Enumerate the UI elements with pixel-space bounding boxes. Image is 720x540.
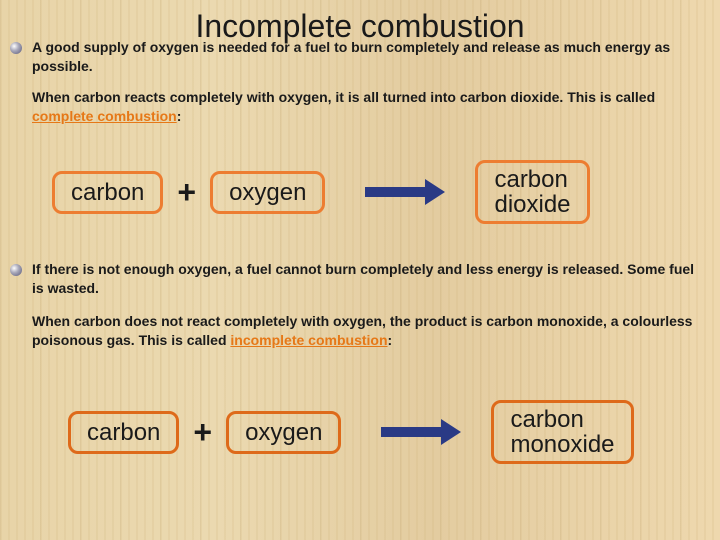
para4-b: : — [388, 332, 393, 348]
paragraph-1: A good supply of oxygen is needed for a … — [32, 38, 700, 76]
para2-b: : — [177, 108, 182, 124]
eq1-reactant2-box: oxygen — [210, 171, 325, 214]
eq2-product-box: carbon monoxide — [491, 400, 633, 464]
bullet-icon — [10, 264, 22, 276]
para4-highlight: incomplete combustion — [230, 332, 387, 348]
eq1-product-l2: dioxide — [494, 192, 570, 217]
eq2-product-l1: carbon — [510, 407, 583, 432]
equation-complete: carbon + oxygen carbon dioxide — [52, 160, 590, 224]
eq2-reactant1-box: carbon — [68, 411, 179, 454]
eq2-reactant1: carbon — [87, 420, 160, 445]
bullet-icon — [10, 42, 22, 54]
para1-text: A good supply of oxygen is needed for a … — [32, 38, 700, 76]
eq1-product-l1: carbon — [494, 167, 567, 192]
para2-text: When carbon reacts completely with oxyge… — [32, 88, 700, 126]
para4-text: When carbon does not react completely wi… — [32, 312, 700, 350]
eq2-product-l2: monoxide — [510, 432, 614, 457]
eq1-reactant1: carbon — [71, 180, 144, 205]
eq1-reactant1-box: carbon — [52, 171, 163, 214]
plus-icon: + — [173, 174, 200, 211]
para2-a: When carbon reacts completely with oxyge… — [32, 89, 655, 105]
arrow-icon — [365, 179, 445, 205]
eq1-product-box: carbon dioxide — [475, 160, 589, 224]
paragraph-3: If there is not enough oxygen, a fuel ca… — [32, 260, 700, 298]
para2-highlight: complete combustion — [32, 108, 177, 124]
paragraph-2: When carbon reacts completely with oxyge… — [32, 88, 700, 126]
paragraph-4: When carbon does not react completely wi… — [32, 312, 700, 350]
eq2-reactant2: oxygen — [245, 420, 322, 445]
eq1-reactant2: oxygen — [229, 180, 306, 205]
plus-icon: + — [189, 414, 216, 451]
equation-incomplete: carbon + oxygen carbon monoxide — [68, 400, 634, 464]
arrow-icon — [381, 419, 461, 445]
eq2-reactant2-box: oxygen — [226, 411, 341, 454]
para3-text: If there is not enough oxygen, a fuel ca… — [32, 260, 700, 298]
